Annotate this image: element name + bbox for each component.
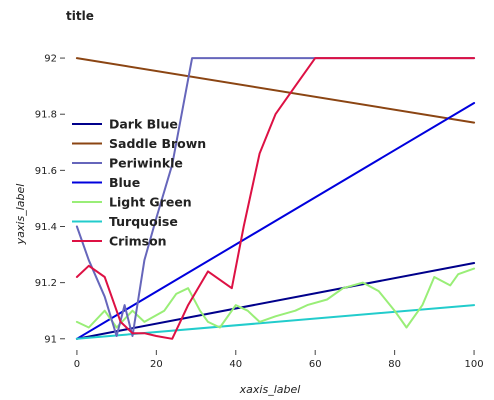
y-tick-label: 91.4 [35,222,57,233]
series-line-periwinkle [75,57,476,337]
legend: Dark Blue Saddle Brown Periwinkle Blue Light… [72,117,206,249]
series-line-blue [75,102,476,340]
y-tick-label: 91.6 [35,166,57,177]
plot-area [75,57,476,340]
x-tick-label: 100 [465,359,484,370]
y-tick-label: 92 [44,54,57,65]
x-tick-label: 60 [309,359,322,370]
series-line-light-green [75,267,476,329]
x-tick-label: 0 [74,359,80,370]
legend-label-periwinkle: Periwinkle [109,156,183,171]
legend-label-crimson: Crimson [109,234,167,249]
chart-title: title [66,9,94,23]
series-line-dark-blue [75,262,476,340]
x-tick-label: 80 [388,359,401,370]
legend-label-dark-blue: Dark Blue [109,117,178,132]
y-axis-title: yaxis_label [14,184,27,246]
y-tick-label: 91.8 [35,110,57,121]
x-tick-label: 40 [229,359,242,370]
series-line-crimson [75,57,476,340]
axis-ticks: 91 91.2 91.4 91.6 91.8 92 0 20 40 60 80 100 [35,54,484,370]
y-tick-label: 91.2 [35,278,57,289]
legend-label-light-green: Light Green [109,195,192,210]
y-tick-label: 91 [44,334,57,345]
x-axis-title: xaxis_label [239,383,301,396]
series-line-saddle-brown [75,57,476,124]
legend-label-blue: Blue [109,175,140,190]
legend-label-saddle-brown: Saddle Brown [109,136,206,151]
x-tick-label: 20 [150,359,163,370]
legend-label-turquoise: Turquoise [109,214,178,229]
